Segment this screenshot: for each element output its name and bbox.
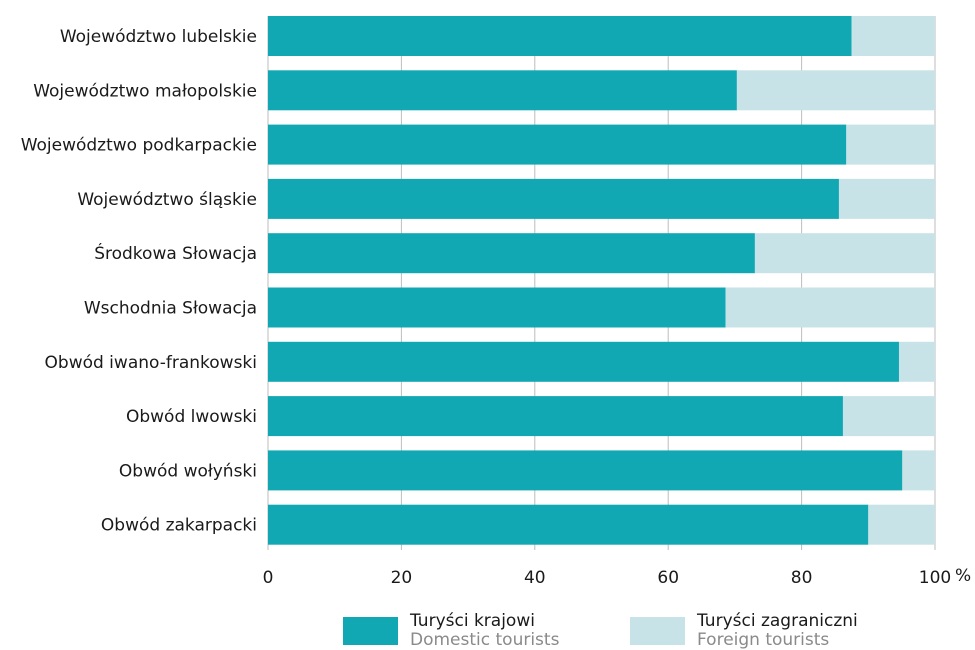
bar-foreign bbox=[754, 233, 935, 274]
category-labels: Województwo lubelskie Województwo małopol… bbox=[21, 27, 257, 536]
legend-sublabel-foreign: Foreign tourists bbox=[697, 630, 830, 650]
category-label: Obwód zakarpacki bbox=[101, 516, 257, 536]
x-tick-label: 40 bbox=[524, 568, 546, 588]
bars bbox=[268, 16, 935, 545]
bar-foreign bbox=[898, 341, 935, 382]
bar-foreign bbox=[842, 396, 935, 437]
bar-domestic bbox=[268, 124, 847, 165]
category-label: Środkowa Słowacja bbox=[94, 242, 257, 264]
x-tick-label: 0 bbox=[263, 568, 274, 588]
x-tick-label: 60 bbox=[657, 568, 679, 588]
x-tick-label: 20 bbox=[391, 568, 413, 588]
legend-swatch-domestic bbox=[343, 617, 398, 645]
category-label: Wschodnia Słowacja bbox=[84, 299, 257, 319]
bar-domestic bbox=[268, 287, 726, 328]
category-label: Obwód iwano-frankowski bbox=[45, 353, 257, 373]
legend-label-domestic: Turyści krajowi bbox=[410, 611, 535, 631]
category-label: Obwód wołyński bbox=[119, 461, 257, 481]
category-label: Województwo małopolskie bbox=[33, 81, 257, 101]
bar-domestic bbox=[268, 396, 843, 437]
legend-item-domestic: Turyści krajowi Domestic tourists bbox=[343, 612, 559, 650]
bar-domestic bbox=[268, 233, 755, 274]
bar-foreign bbox=[725, 287, 935, 328]
bar-domestic bbox=[268, 341, 899, 382]
x-unit-label: % bbox=[955, 566, 971, 586]
bar-domestic bbox=[268, 450, 903, 491]
bar-foreign bbox=[846, 124, 935, 165]
x-axis-ticks: 0 20 40 60 80 100% bbox=[263, 566, 972, 588]
x-tick-label: 100 bbox=[919, 568, 951, 588]
bar-domestic bbox=[268, 16, 852, 56]
category-label: Obwód lwowski bbox=[126, 407, 257, 427]
legend-swatch-foreign bbox=[630, 617, 685, 645]
bar-foreign bbox=[736, 70, 935, 111]
legend-item-foreign: Turyści zagraniczni Foreign tourists bbox=[630, 612, 858, 650]
bar-foreign bbox=[902, 450, 935, 491]
legend-sublabel-domestic: Domestic tourists bbox=[410, 630, 560, 650]
stacked-bar-chart: Województwo lubelskie Województwo małopol… bbox=[21, 16, 972, 588]
legend-label-foreign: Turyści zagraniczni bbox=[697, 611, 858, 631]
bar-foreign bbox=[868, 504, 935, 545]
bar-foreign bbox=[838, 178, 935, 219]
category-label: Województwo lubelskie bbox=[60, 27, 257, 47]
bar-domestic bbox=[268, 178, 839, 219]
category-label: Województwo podkarpackie bbox=[21, 136, 257, 156]
category-label: Województwo śląskie bbox=[77, 190, 257, 210]
x-tick-label: 80 bbox=[791, 568, 813, 588]
bar-foreign bbox=[851, 16, 935, 56]
bar-domestic bbox=[268, 70, 737, 111]
bar-domestic bbox=[268, 504, 869, 545]
